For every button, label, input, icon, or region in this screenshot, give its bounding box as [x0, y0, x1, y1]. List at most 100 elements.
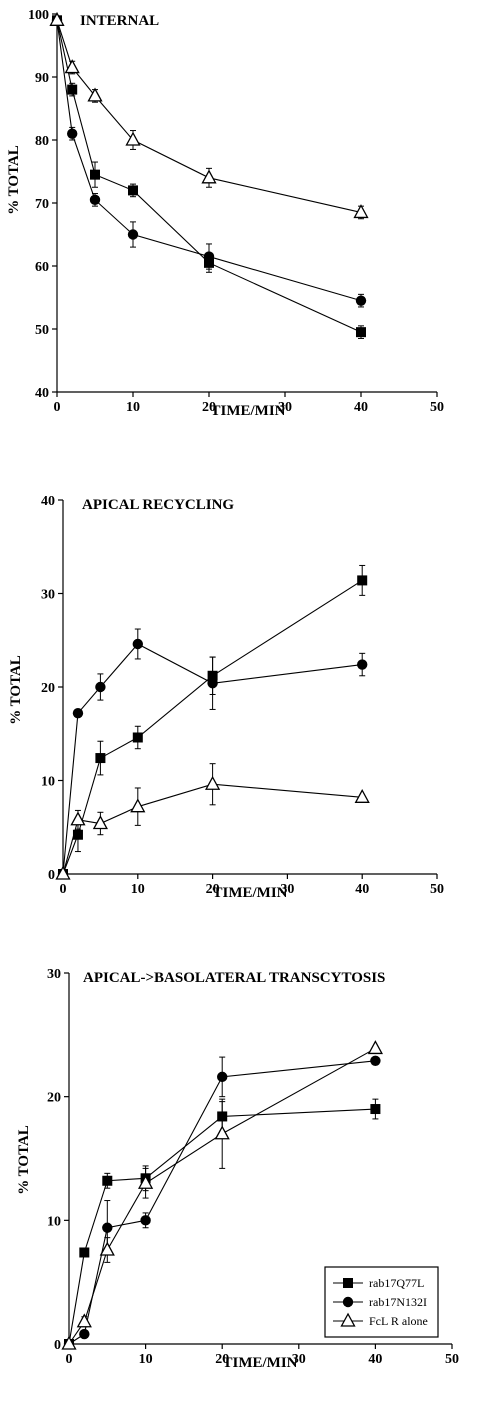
data-point-triangle [354, 788, 370, 803]
y-tick-label: 60 [35, 260, 49, 275]
data-point-circle [132, 638, 143, 650]
data-point-triangle [55, 865, 71, 880]
data-point-triangle [138, 1174, 154, 1189]
x-tick-label: 30 [278, 400, 292, 415]
y-axis-label: % TOTAL [16, 1125, 32, 1195]
series-line [56, 20, 362, 213]
chart-panel-2: 0 10 20 30 40 0 10 20 30 40 50 APICAL RECYCLING TIME… [8, 494, 444, 901]
data-point-triangle [99, 1241, 115, 1256]
y-axis-label: % TOTAL [6, 145, 22, 215]
y-tick-label: 20 [41, 681, 55, 696]
y-tick-label: 40 [35, 386, 49, 401]
legend-circle-marker [342, 1296, 354, 1308]
data-point-square [356, 327, 366, 338]
data-point-square [128, 185, 138, 196]
x-tick-label: 20 [206, 882, 220, 897]
data-point-circle [355, 295, 367, 306]
x-tick-label: 20 [202, 400, 216, 415]
data-point-circle [79, 1328, 90, 1340]
data-point-circle [95, 681, 106, 693]
legend-triangle-marker [340, 1312, 356, 1327]
x-tick-label: 0 [60, 882, 67, 897]
data-point-square [102, 1175, 113, 1186]
data-point-circle [89, 194, 101, 206]
data-point-triangle [87, 87, 103, 102]
y-tick-label: 0 [54, 1338, 61, 1353]
x-tick-label: 10 [139, 1352, 153, 1367]
legend-label: FcL R alone [369, 1314, 428, 1328]
legend-label: rab17Q77L [369, 1276, 424, 1290]
chart-title: INTERNAL [80, 13, 159, 29]
x-axis-label: TIME/MIN [211, 403, 286, 419]
y-tick-label: 10 [41, 775, 55, 790]
data-point-square [357, 575, 368, 586]
x-tick-label: 0 [54, 400, 61, 415]
x-tick-label: 40 [368, 1352, 382, 1367]
x-tick-label: 30 [292, 1352, 306, 1367]
chart-panel-1: 40 50 60 70 80 90 100 0 10 20 30 40 50 INTERNAL TIME/M… [6, 8, 444, 419]
y-tick-label: 50 [35, 323, 49, 338]
chart-title: APICAL RECYCLING [82, 497, 234, 513]
data-point-triangle [214, 1125, 230, 1140]
chart-title: APICAL->BASOLATERAL TRANSCYTOSIS [83, 970, 385, 986]
x-tick-label: 10 [126, 400, 140, 415]
series-triangle [61, 1040, 383, 1350]
series-line [68, 1108, 376, 1345]
series-square [58, 564, 368, 879]
y-tick-label: 20 [47, 1091, 61, 1106]
series-circle [57, 628, 368, 880]
x-tick-label: 50 [430, 400, 444, 415]
series-line [56, 20, 362, 302]
data-point-triangle [367, 1040, 383, 1055]
y-tick-label: 70 [35, 197, 49, 212]
data-point-square [72, 829, 83, 840]
series-triangle [49, 11, 369, 220]
y-axis-label: % TOTAL [8, 655, 24, 725]
data-point-circle [217, 1071, 228, 1083]
data-point-circle [67, 128, 78, 139]
data-point-triangle [70, 811, 86, 826]
x-tick-label: 10 [131, 882, 145, 897]
data-point-triangle [92, 815, 108, 830]
series-line [56, 20, 362, 333]
data-point-triangle [205, 775, 221, 790]
data-point-triangle [353, 204, 369, 219]
y-tick-label: 30 [47, 967, 61, 982]
data-point-square [132, 732, 143, 743]
data-point-triangle [61, 1335, 77, 1350]
data-point-circle [102, 1222, 113, 1233]
data-point-circle [357, 659, 368, 670]
y-tick-label: 10 [47, 1214, 61, 1229]
chart-panel-3: 0 10 20 30 0 10 20 30 40 50 APICAL->BASOLATERAL TR… [16, 967, 459, 1371]
x-tick-label: 30 [280, 882, 294, 897]
data-point-circle [203, 251, 215, 262]
x-tick-label: 40 [354, 400, 368, 415]
x-tick-label: 40 [355, 882, 369, 897]
y-tick-label: 30 [41, 588, 55, 603]
data-point-circle [127, 229, 139, 240]
data-point-triangle [130, 798, 146, 813]
data-point-square [90, 169, 100, 180]
data-point-square [370, 1104, 381, 1115]
x-tick-label: 20 [215, 1352, 229, 1367]
data-point-triangle [64, 59, 80, 74]
data-point-circle [207, 678, 218, 689]
legend-square-marker [343, 1278, 353, 1288]
data-point-triangle [49, 11, 65, 26]
y-tick-label: 0 [48, 868, 55, 883]
data-point-square [95, 753, 106, 764]
x-axis-label: TIME/MIN [213, 885, 288, 901]
data-point-circle [72, 707, 84, 719]
x-tick-label: 50 [445, 1352, 459, 1367]
x-axis-label: TIME/MIN [223, 1355, 298, 1371]
series-line [62, 579, 363, 875]
data-point-triangle [125, 131, 141, 146]
series-circle [51, 15, 367, 308]
series-line [62, 643, 363, 875]
x-tick-label: 0 [66, 1352, 73, 1367]
data-point-square [79, 1247, 90, 1258]
y-tick-label: 90 [35, 71, 49, 86]
y-tick-label: 100 [28, 8, 49, 23]
y-tick-label: 40 [41, 494, 55, 509]
